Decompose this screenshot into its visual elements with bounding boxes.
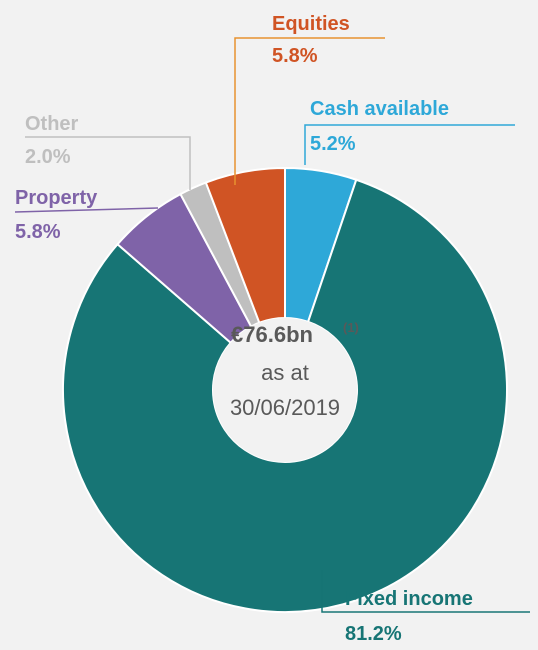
leader-fixed xyxy=(321,570,530,613)
label-name: Cash available xyxy=(310,98,449,120)
center-line: as at xyxy=(261,360,309,385)
label-value: 81.2% xyxy=(345,623,402,645)
label-name: Equities xyxy=(272,13,350,35)
center-line: 30/06/2019 xyxy=(230,395,340,420)
slice xyxy=(62,178,508,613)
label-value: 5.8% xyxy=(15,221,61,243)
label-name: Other xyxy=(25,113,79,135)
label-value: 5.2% xyxy=(310,133,356,155)
leader-equities xyxy=(234,37,385,185)
label-name: Property xyxy=(15,187,98,209)
leader-property xyxy=(14,207,159,213)
leader-lines xyxy=(14,37,530,613)
label-name: Fixed income xyxy=(345,588,473,610)
center-amount: €76.6bn xyxy=(231,322,313,347)
label-value: 2.0% xyxy=(25,146,71,168)
label-value: 5.8% xyxy=(272,45,318,67)
center-note: (1) xyxy=(343,320,359,335)
leader-other xyxy=(25,136,191,190)
slices xyxy=(62,166,508,613)
leader-cash xyxy=(304,124,515,165)
donut-hole xyxy=(213,318,357,462)
